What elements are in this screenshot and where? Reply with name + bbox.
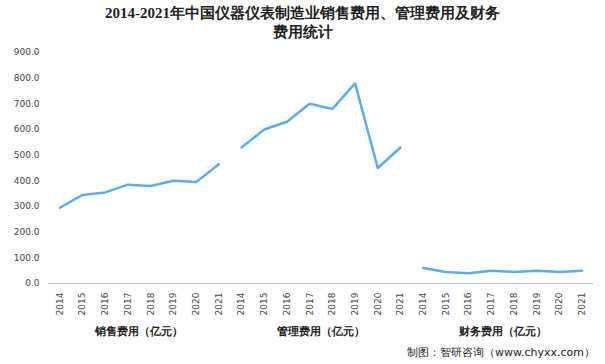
svg-text:2017: 2017 <box>486 293 496 316</box>
svg-text:2021: 2021 <box>395 293 405 316</box>
html-text:制图：智研咨询（www.chyxx.com）: 制图：智研咨询（www.chyxx.com） <box>407 346 595 359</box>
svg-text:2020: 2020 <box>373 292 383 315</box>
svg-text:2021: 2021 <box>577 293 587 316</box>
svg-text:2017: 2017 <box>123 293 133 316</box>
svg-text:2016: 2016 <box>100 292 110 315</box>
svg-text:2015: 2015 <box>77 293 87 316</box>
svg-text:100.0: 100.0 <box>14 253 40 263</box>
svg-text:2018: 2018 <box>509 292 519 315</box>
svg-text:2019: 2019 <box>350 292 360 315</box>
svg-text:600.0: 600.0 <box>14 124 40 134</box>
svg-text:2020: 2020 <box>191 292 201 315</box>
svg-text:400.0: 400.0 <box>14 176 40 186</box>
svg-text:2020: 2020 <box>554 292 564 315</box>
svg-text:500.0: 500.0 <box>14 150 40 160</box>
svg-text:2014: 2014 <box>418 292 428 315</box>
svg-text:销售费用（亿元）: 销售费用（亿元） <box>94 325 183 338</box>
html-text:2014-2021年中国仪器仪表制造业销售费用、管理费用及财: 2014-2021年中国仪器仪表制造业销售费用、管理费用及财务费用统计 <box>105 5 500 40</box>
svg-text:2018: 2018 <box>327 292 337 315</box>
svg-text:财务费用（亿元）: 财务费用（亿元） <box>458 325 547 338</box>
svg-text:300.0: 300.0 <box>14 201 40 211</box>
svg-text:2016: 2016 <box>463 292 473 315</box>
svg-text:2014: 2014 <box>55 292 65 315</box>
svg-text:2019: 2019 <box>532 292 542 315</box>
svg-text:2014: 2014 <box>236 292 246 315</box>
svg-text:2015: 2015 <box>259 293 269 316</box>
svg-text:0.0: 0.0 <box>25 278 40 288</box>
svg-text:2018: 2018 <box>146 292 156 315</box>
svg-text:2019: 2019 <box>168 292 178 315</box>
svg-text:管理费用（亿元）: 管理费用（亿元） <box>276 325 365 338</box>
svg-text:900.0: 900.0 <box>14 47 40 57</box>
svg-text:700.0: 700.0 <box>14 99 40 109</box>
svg-text:800.0: 800.0 <box>14 73 40 83</box>
svg-text:200.0: 200.0 <box>14 227 40 237</box>
svg-text:2016: 2016 <box>282 292 292 315</box>
svg-text:2015: 2015 <box>441 293 451 316</box>
svg-text:2021: 2021 <box>214 293 224 316</box>
svg-text:2017: 2017 <box>305 293 315 316</box>
